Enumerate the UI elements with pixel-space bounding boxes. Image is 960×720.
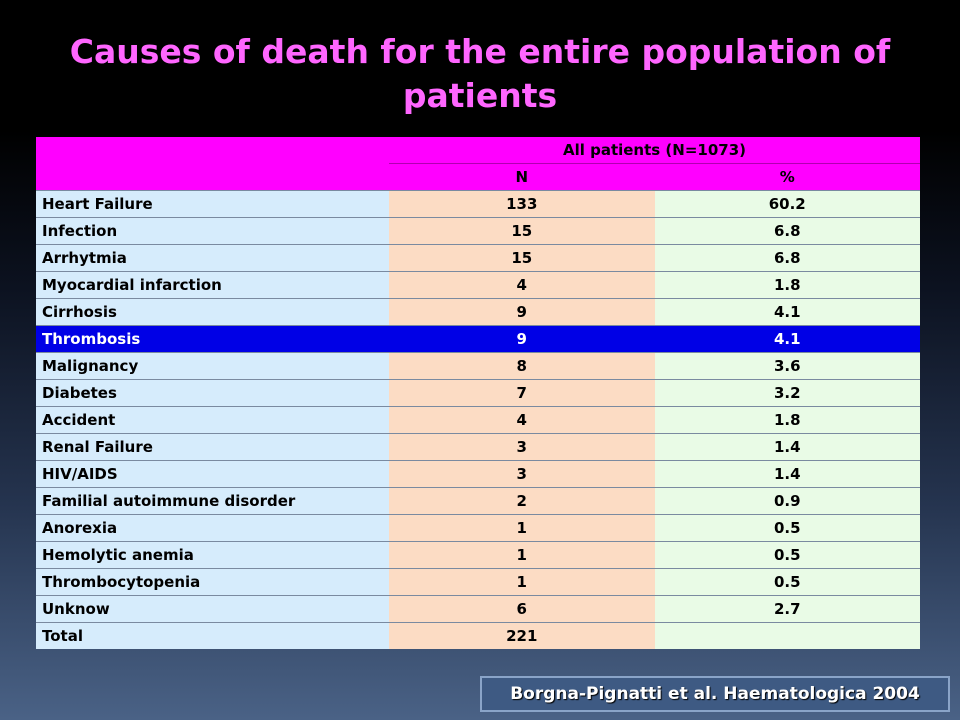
cause-cell: Hemolytic anemia	[36, 541, 389, 569]
pct-cell: 1.4	[654, 433, 920, 461]
table-row: Cirrhosis 9 4.1	[36, 298, 920, 326]
pct-cell: 1.8	[654, 406, 920, 434]
n-cell: 9	[389, 298, 655, 326]
cause-cell: Thrombosis	[36, 325, 389, 353]
table-row: Heart Failure 133 60.2	[36, 190, 920, 218]
n-cell: 1	[389, 541, 655, 569]
n-cell: 1	[389, 568, 655, 596]
cause-cell: Accident	[36, 406, 389, 434]
cause-cell: Unknow	[36, 595, 389, 623]
n-cell: 15	[389, 217, 655, 245]
pct-cell: 4.1	[654, 298, 920, 326]
table-row: Renal Failure 3 1.4	[36, 433, 920, 461]
n-cell: 1	[389, 514, 655, 542]
pct-cell: 0.5	[654, 568, 920, 596]
n-cell: 8	[389, 352, 655, 380]
cause-cell: Anorexia	[36, 514, 389, 542]
table-subheader-row: N %	[36, 163, 920, 191]
header-blank-cell	[36, 137, 389, 191]
pct-cell: 0.5	[654, 541, 920, 569]
n-cell: 4	[389, 271, 655, 299]
pct-cell: 60.2	[654, 190, 920, 218]
pct-cell: 6.8	[654, 244, 920, 272]
group-header: All patients (N=1073)	[389, 137, 920, 164]
table-row: Total 221	[36, 622, 920, 649]
slide-title: Causes of death for the entire populatio…	[69, 32, 891, 115]
n-cell: 9	[389, 325, 655, 353]
table-row: Accident 4 1.8	[36, 406, 920, 434]
pct-cell: 2.7	[654, 595, 920, 623]
cause-cell: Myocardial infarction	[36, 271, 389, 299]
n-cell: 4	[389, 406, 655, 434]
cause-cell: Heart Failure	[36, 190, 389, 218]
table-body: Heart Failure 133 60.2 Infection 15 6.8 Arrhyt…	[36, 190, 920, 649]
cause-cell: Infection	[36, 217, 389, 245]
pct-cell: 3.2	[654, 379, 920, 407]
table-row: Infection 15 6.8	[36, 217, 920, 245]
table-row: Malignancy 8 3.6	[36, 352, 920, 380]
n-cell: 3	[389, 460, 655, 488]
n-cell: 7	[389, 379, 655, 407]
table-row: Myocardial infarction 4 1.8	[36, 271, 920, 299]
col-header-n: N	[389, 163, 655, 191]
table-row: Thrombosis 9 4.1	[36, 325, 920, 353]
table-row: Thrombocytopenia 1 0.5	[36, 568, 920, 596]
pct-cell: 0.5	[654, 514, 920, 542]
table-row: HIV/AIDS 3 1.4	[36, 460, 920, 488]
cause-cell: Total	[36, 622, 389, 649]
pct-cell	[654, 622, 920, 649]
cause-cell: Familial autoimmune disorder	[36, 487, 389, 515]
n-cell: 2	[389, 487, 655, 515]
pct-cell: 3.6	[654, 352, 920, 380]
cause-cell: Renal Failure	[36, 433, 389, 461]
cause-cell: Diabetes	[36, 379, 389, 407]
n-cell: 221	[389, 622, 655, 649]
cause-cell: Cirrhosis	[36, 298, 389, 326]
pct-cell: 4.1	[654, 325, 920, 353]
table-row: Arrhytmia 15 6.8	[36, 244, 920, 272]
cause-cell: Malignancy	[36, 352, 389, 380]
table-row: Hemolytic anemia 1 0.5	[36, 541, 920, 569]
cause-cell: HIV/AIDS	[36, 460, 389, 488]
causes-of-death-table: All patients (N=1073) N % Heart Failure 1…	[36, 137, 920, 649]
cause-cell: Thrombocytopenia	[36, 568, 389, 596]
col-header-pct: %	[654, 163, 920, 191]
cause-cell: Arrhytmia	[36, 244, 389, 272]
table-row: Anorexia 1 0.5	[36, 514, 920, 542]
table-row: Diabetes 7 3.2	[36, 379, 920, 407]
pct-cell: 6.8	[654, 217, 920, 245]
citation-box: Borgna-Pignatti et al. Haematologica 200…	[480, 676, 950, 712]
table-row: Unknow 6 2.7	[36, 595, 920, 623]
pct-cell: 1.4	[654, 460, 920, 488]
n-cell: 6	[389, 595, 655, 623]
pct-cell: 1.8	[654, 271, 920, 299]
table-row: Familial autoimmune disorder 2 0.9	[36, 487, 920, 515]
n-cell: 133	[389, 190, 655, 218]
table-header-row: All patients (N=1073)	[36, 137, 920, 191]
n-cell: 15	[389, 244, 655, 272]
n-cell: 3	[389, 433, 655, 461]
pct-cell: 0.9	[654, 487, 920, 515]
